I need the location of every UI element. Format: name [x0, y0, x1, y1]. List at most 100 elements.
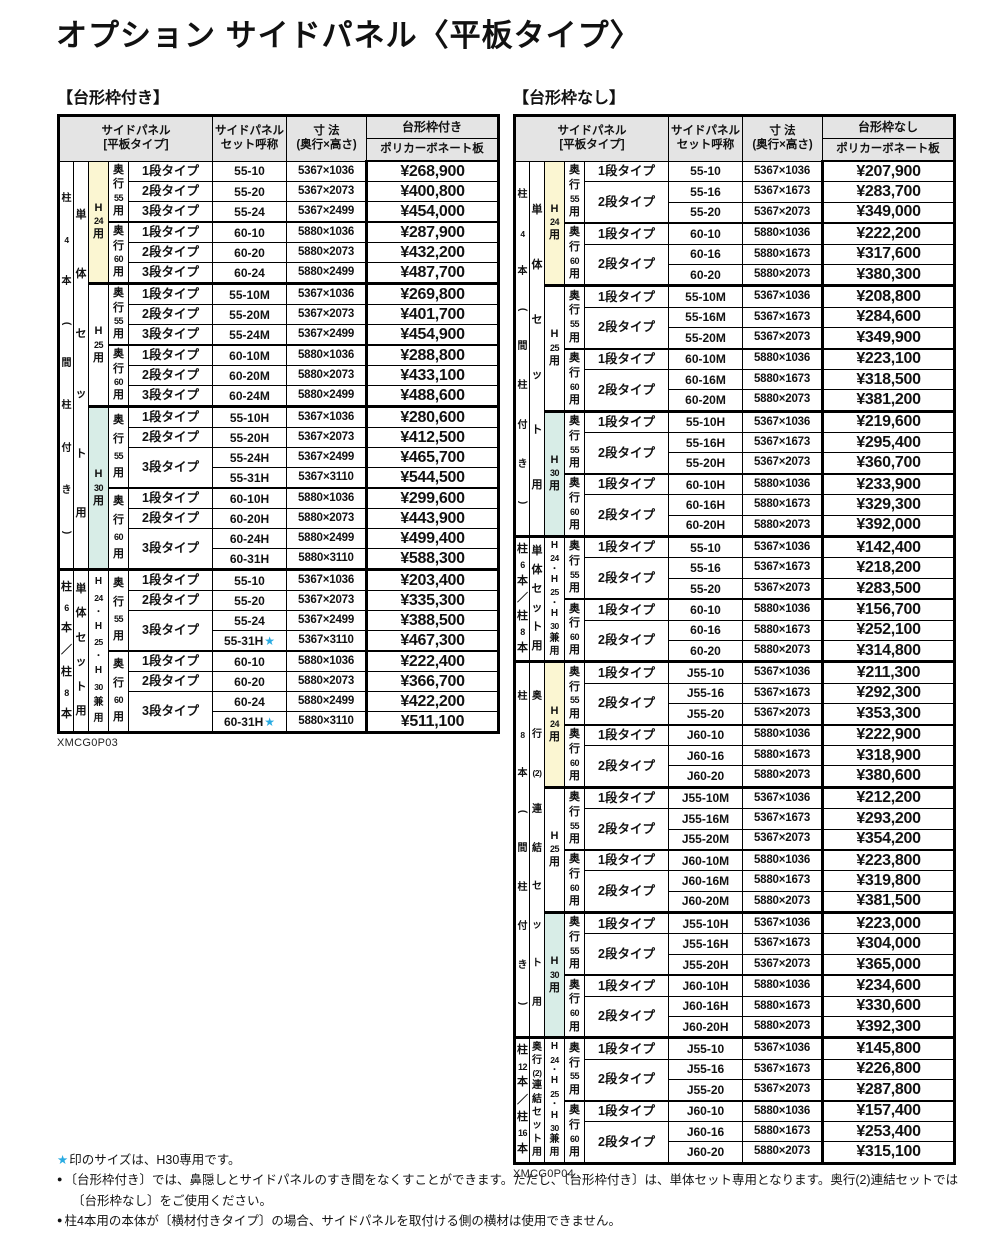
table-row: J55-20 5367×2073 ¥353,300	[515, 703, 955, 726]
vertical-char: 用	[93, 228, 104, 241]
price-cell: ¥288,800	[365, 344, 499, 366]
depth-cell: 奥行 60 用	[564, 347, 585, 412]
vertical-char: 体	[531, 258, 543, 271]
price-cell: ¥299,600	[365, 487, 499, 509]
vertical-char: 柱	[517, 609, 528, 622]
vertical-char: 柱	[517, 542, 528, 555]
vertical-num: 60	[569, 506, 580, 517]
vertical-char: 用	[549, 646, 560, 658]
type-cell: 1段タイプ	[584, 1036, 669, 1060]
table-row: H 25 用奥行 55 用 1段タイプ 55-10M 5367×1036 ¥208,800	[515, 284, 955, 412]
table-row: 2段タイプ 60-16 5880×1673 ¥317,600	[515, 243, 955, 287]
size-cell: 5367×2499	[286, 610, 367, 631]
vertical-num: 6	[64, 602, 69, 613]
vertical-char: 用	[549, 355, 560, 368]
vertical-char: 用	[113, 328, 124, 341]
vertical-char: H	[550, 704, 559, 717]
table-row: 奥行 60 用 1段タイプ J60-10 5880×1036 ¥222,900	[515, 723, 955, 788]
price-cell: ¥207,900	[821, 160, 955, 183]
size-cell: 5367×2499	[286, 201, 367, 223]
depth-cell: 奥行 55 用	[108, 405, 129, 489]
vertical-char: 用	[113, 389, 124, 402]
vertical-num: 25	[549, 844, 560, 855]
vertical-char: 行	[113, 362, 124, 375]
price-cell: ¥588,300	[365, 548, 499, 570]
price-cell: ¥349,900	[821, 327, 955, 350]
price-cell: ¥317,600	[821, 243, 955, 265]
size-cell: 5880×2499	[286, 528, 367, 549]
vertical-char: 奥	[569, 665, 580, 678]
vertical-num: (2)	[532, 767, 542, 778]
table-row: 2段タイプ J60-16H 5880×1673 ¥330,600	[515, 995, 955, 1039]
price-cell: ¥454,900	[365, 324, 499, 346]
size-cell: 5367×3110	[286, 630, 367, 652]
table-row: 2段タイプ J55-16M 5367×1673 ¥293,200	[515, 808, 955, 851]
vertical-char: 柱	[517, 189, 528, 201]
depth-cell: 奥行 60 用	[564, 1099, 585, 1164]
type-cell: 3段タイプ	[128, 610, 213, 652]
vertical-char: 用	[569, 331, 580, 344]
vertical-char: 用	[569, 1020, 580, 1033]
code-cell: 55-16	[668, 181, 743, 203]
type-cell: 1段タイプ	[584, 222, 669, 245]
vertical-char: ・	[550, 1099, 559, 1109]
page-title: オプション サイドパネル〈平板タイプ〉	[56, 18, 642, 53]
vertical-char: H	[550, 574, 559, 586]
code-cell: 55-10	[668, 160, 743, 183]
vertical-char: 柱	[517, 1044, 528, 1057]
vertical-char: 用	[569, 769, 580, 782]
code-cell: 60-24	[212, 262, 287, 284]
price-table-with-frame: サイドパネル [平板タイプ] サイドパネル セット呼称寸 法 (奥行×高さ) 台形枠…	[57, 114, 500, 734]
vertical-char: 本	[517, 575, 528, 588]
price-cell: ¥335,300	[365, 590, 499, 611]
price-cell: ¥292,300	[821, 682, 955, 705]
vertical-char: セ	[532, 881, 542, 893]
with-frame-table-slot: サイドパネル [平板タイプ] サイドパネル セット呼称寸 法 (奥行×高さ) 台形枠…	[57, 114, 500, 734]
table-row: 2段タイプ 60-20M 5880×2073 ¥433,100	[59, 365, 499, 386]
table-row: 60-20H 5880×2073 ¥392,000	[515, 514, 955, 538]
h-cell: H 25 用	[544, 785, 565, 914]
depth-cell: 奥行 60 用	[108, 344, 129, 407]
size-cell: 5880×1673	[742, 619, 823, 641]
vertical-char: 用	[549, 731, 560, 744]
code-cell: 60-20M	[668, 389, 743, 412]
vertical-char: 奥	[113, 414, 124, 427]
header-frame-type: 台形枠なし	[822, 115, 955, 139]
table-row: 2段タイプ J55-16 5367×1673 ¥226,800	[515, 1058, 955, 1102]
table-row: 2段タイプ 60-16H 5880×1673 ¥329,300	[515, 494, 955, 538]
type-cell: 1段タイプ	[584, 848, 669, 872]
table-row: 柱 4 本(間柱付き) 単体セット用 H 24 用奥行 55 用 1段タイプ 55-10 5367×1…	[58, 160, 499, 570]
vertical-char: 本	[61, 707, 72, 720]
vertical-num: 8	[520, 627, 525, 638]
h30-only-star-icon: ★	[264, 633, 276, 648]
price-cell: ¥381,200	[821, 389, 955, 412]
code-cell: J55-10	[668, 660, 743, 684]
set-cell: 単体セット用	[529, 535, 545, 663]
depth-cell: 奥行 60 用	[564, 222, 585, 287]
price-cell: ¥400,800	[365, 181, 499, 202]
price-cell: ¥467,300	[365, 630, 499, 652]
table-row: 2段タイプ J60-16 5880×1673 ¥253,400	[515, 1120, 955, 1164]
price-cell: ¥223,800	[821, 848, 955, 872]
type-cell: 1段タイプ	[584, 409, 669, 434]
note-frame-usage: ● 〔台形枠付き〕では、鼻隠しとサイドパネルのすき間をなくすことができます。ただし…	[57, 1170, 967, 1211]
vertical-char: 体	[75, 268, 87, 281]
code-cell: 60-31H★	[212, 711, 287, 733]
depth-cell: 奥行 55 用	[564, 1036, 585, 1102]
rotated-paren: )	[517, 500, 528, 505]
price-cell: ¥544,500	[365, 467, 499, 489]
vertical-char: 柱	[61, 192, 72, 204]
vertical-num: 60	[113, 532, 124, 543]
size-cell: 5880×2073	[286, 365, 367, 386]
vertical-char: 奥	[532, 690, 542, 702]
type-cell: 2段タイプ	[584, 432, 669, 475]
size-cell: 5880×2499	[286, 691, 367, 712]
set-cell: 奥行 (2) 連結セット用	[529, 1036, 545, 1164]
size-cell: 5880×2073	[742, 389, 823, 412]
code-cell: 55-31H★	[212, 630, 287, 652]
vertical-char: 本	[61, 276, 72, 288]
code-cell: J60-16	[668, 744, 743, 767]
price-cell: ¥319,800	[821, 870, 955, 892]
code-cell: J55-10	[668, 1036, 743, 1060]
table-row: 60-31H★ 5880×3110 ¥511,100	[59, 711, 499, 733]
